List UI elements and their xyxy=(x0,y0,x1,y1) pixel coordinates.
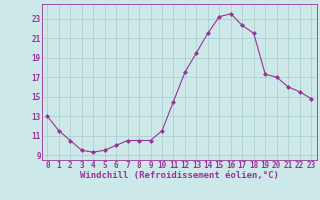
X-axis label: Windchill (Refroidissement éolien,°C): Windchill (Refroidissement éolien,°C) xyxy=(80,171,279,180)
